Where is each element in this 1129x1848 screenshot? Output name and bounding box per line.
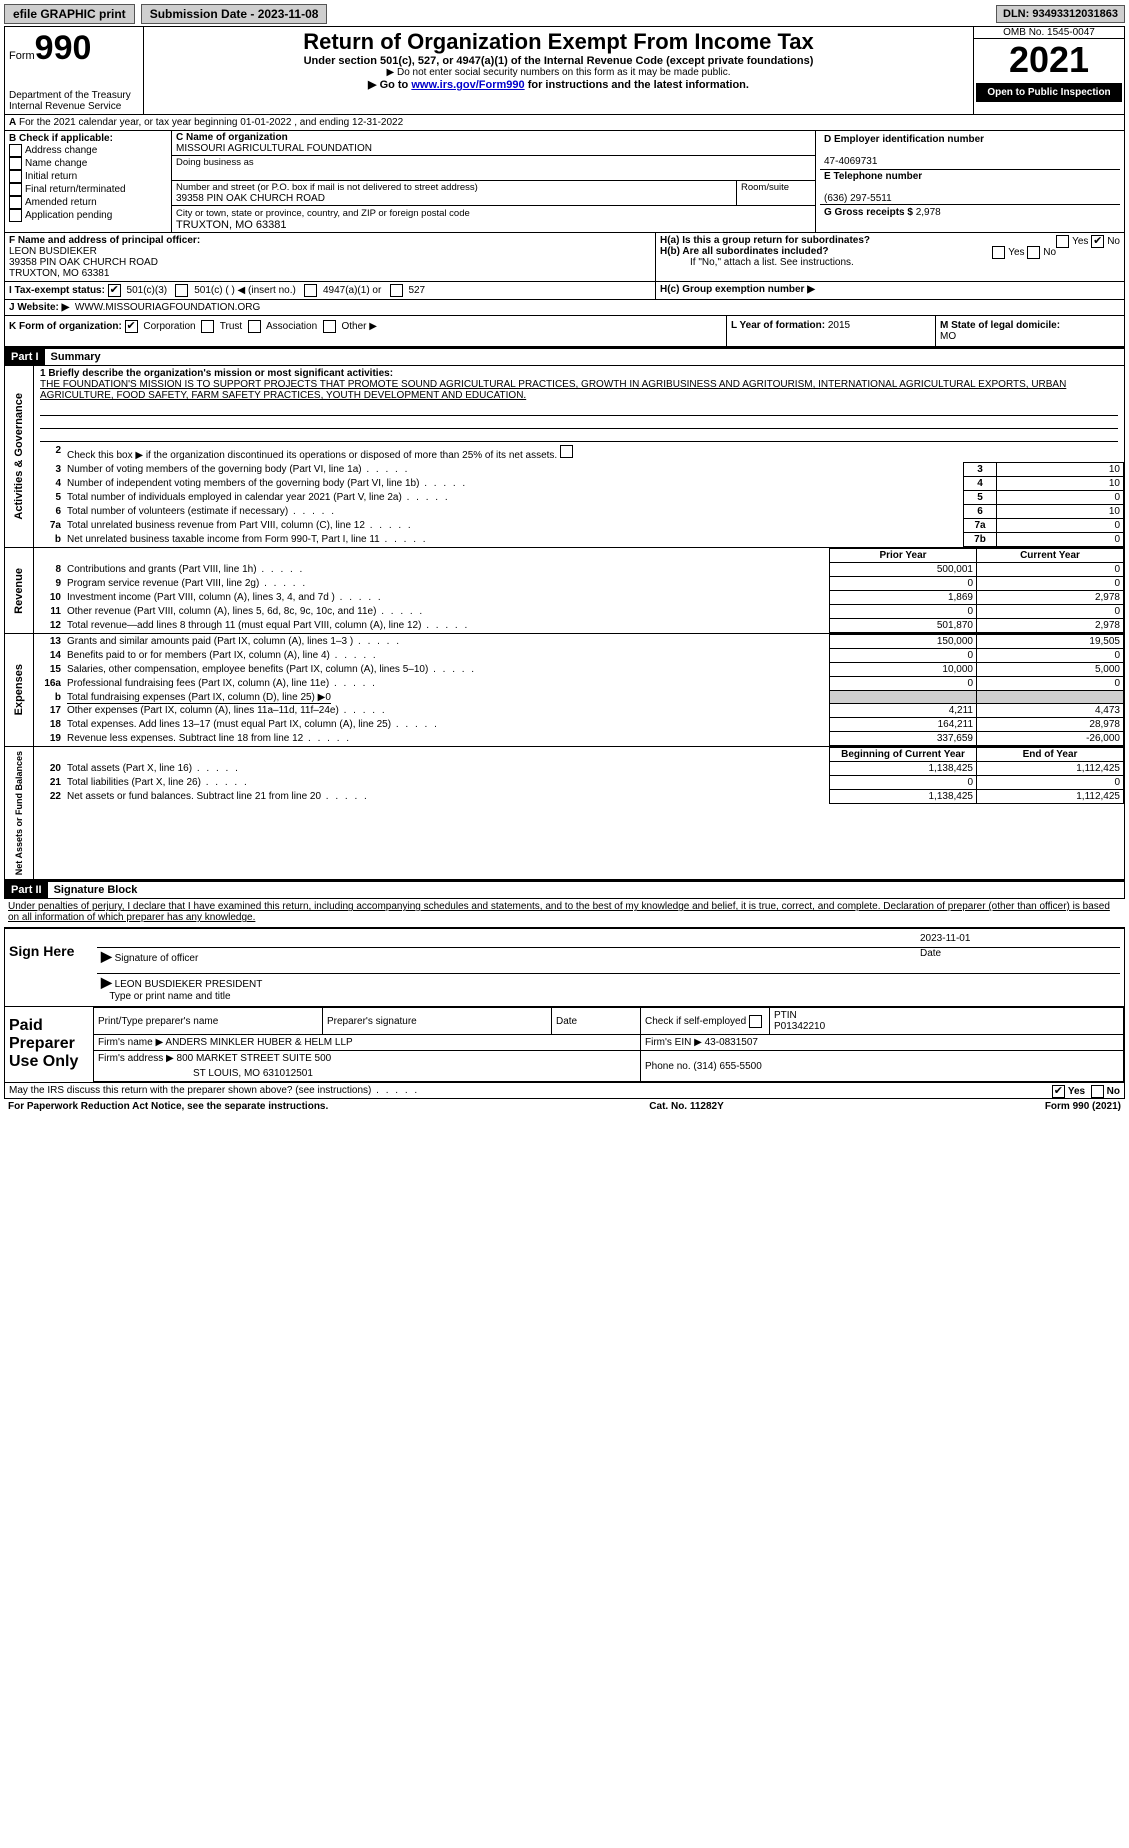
cb-address-change[interactable]	[9, 144, 22, 157]
form-number: 990	[35, 29, 92, 67]
officer-print-name: LEON BUSDIEKER PRESIDENT	[115, 979, 263, 990]
firm-phone: (314) 655-5500	[693, 1061, 761, 1072]
year-formation: 2015	[828, 320, 850, 331]
expenses-table: 13Grants and similar amounts paid (Part …	[34, 634, 1124, 746]
cb-name-change[interactable]	[9, 157, 22, 170]
cb-amended-return[interactable]	[9, 196, 22, 209]
subtitle-2: ▶ Do not enter social security numbers o…	[146, 67, 971, 78]
irs-label: Internal Revenue Service	[9, 101, 139, 112]
dln-label: DLN: 93493312031863	[996, 5, 1125, 23]
phone-value: (636) 297-5511	[824, 193, 892, 204]
cb-trust[interactable]	[201, 320, 214, 333]
state-domicile: MO	[940, 331, 956, 342]
revenue-table: Prior YearCurrent Year 8Contributions an…	[34, 548, 1124, 633]
officer-name: LEON BUSDIEKER	[9, 246, 97, 257]
tax-year: 2021	[974, 39, 1124, 81]
omb-label: OMB No. 1545-0047	[974, 27, 1124, 39]
cb-final-return[interactable]	[9, 183, 22, 196]
governance-section: Activities & Governance 1 Briefly descri…	[4, 366, 1125, 548]
form-title: Return of Organization Exempt From Incom…	[146, 29, 971, 55]
street-address: 39358 PIN OAK CHURCH ROAD	[176, 193, 325, 204]
gross-receipts: 2,978	[916, 207, 941, 218]
firm-name: ANDERS MINKLER HUBER & HELM LLP	[165, 1037, 352, 1048]
cb-hb-yes[interactable]	[992, 246, 1005, 259]
subtitle-1: Under section 501(c), 527, or 4947(a)(1)…	[146, 55, 971, 67]
form-label: Form	[9, 50, 35, 62]
netassets-table: Beginning of Current YearEnd of Year 20T…	[34, 747, 1124, 804]
cb-hb-no[interactable]	[1027, 246, 1040, 259]
col-b-checkboxes: B Check if applicable: Address change Na…	[5, 131, 172, 232]
expenses-section: Expenses 13Grants and similar amounts pa…	[4, 634, 1125, 747]
irs-link[interactable]: www.irs.gov/Form990	[411, 79, 524, 91]
cb-assoc[interactable]	[248, 320, 261, 333]
cb-ha-yes[interactable]	[1056, 235, 1069, 248]
website-row: J Website: ▶ WWW.MISSOURIAGFOUNDATION.OR…	[4, 300, 1125, 316]
firm-ein: 43-0831507	[705, 1037, 758, 1048]
part-1-header: Part ISummary	[4, 347, 1125, 366]
k-l-m-row: K Form of organization: Corporation Trus…	[4, 316, 1125, 347]
line-a: A For the 2021 calendar year, or tax yea…	[4, 115, 1125, 131]
firm-addr2: ST LOUIS, MO 631012501	[98, 1068, 313, 1079]
mission-text: THE FOUNDATION'S MISSION IS TO SUPPORT P…	[40, 379, 1066, 401]
cb-501c3[interactable]	[108, 284, 121, 297]
cb-self-employed[interactable]	[749, 1015, 762, 1028]
firm-addr1: 800 MARKET STREET SUITE 500	[177, 1053, 332, 1064]
form-header: Form990 Department of the Treasury Inter…	[4, 26, 1125, 115]
officer-h-block: F Name and address of principal officer:…	[4, 233, 1125, 282]
paid-preparer-block: Paid Preparer Use Only Print/Type prepar…	[4, 1007, 1125, 1083]
cb-other[interactable]	[323, 320, 336, 333]
ptin-value: P01342210	[774, 1021, 825, 1032]
tax-status-row: I Tax-exempt status: 501(c)(3) 501(c) ( …	[4, 282, 1125, 300]
city-state-zip: TRUXTON, MO 63381	[176, 219, 286, 231]
submission-date-button[interactable]: Submission Date - 2023-11-08	[141, 4, 328, 24]
part-2-header: Part IISignature Block	[4, 880, 1125, 899]
dept-label: Department of the Treasury	[9, 90, 139, 101]
netassets-section: Net Assets or Fund Balances Beginning of…	[4, 747, 1125, 880]
open-public-badge: Open to Public Inspection	[976, 83, 1122, 102]
cb-ha-no[interactable]	[1091, 235, 1104, 248]
revenue-section: Revenue Prior YearCurrent Year 8Contribu…	[4, 548, 1125, 634]
cb-4947[interactable]	[304, 284, 317, 297]
ein-value: 47-4069731	[824, 156, 877, 167]
org-name: MISSOURI AGRICULTURAL FOUNDATION	[176, 143, 372, 154]
website-value: WWW.MISSOURIAGFOUNDATION.ORG	[75, 302, 260, 313]
discuss-row: May the IRS discuss this return with the…	[4, 1083, 1125, 1099]
declaration-text: Under penalties of perjury, I declare th…	[4, 899, 1125, 925]
cb-corp[interactable]	[125, 320, 138, 333]
page-footer: For Paperwork Reduction Act Notice, see …	[4, 1099, 1125, 1114]
cb-discontinued[interactable]	[560, 445, 573, 458]
cb-discuss-yes[interactable]	[1052, 1085, 1065, 1098]
cb-discuss-no[interactable]	[1091, 1085, 1104, 1098]
top-toolbar: efile GRAPHIC print Submission Date - 20…	[4, 4, 1125, 24]
cb-initial-return[interactable]	[9, 170, 22, 183]
sign-date: 2023-11-01	[920, 933, 1120, 948]
cb-501c[interactable]	[175, 284, 188, 297]
cb-527[interactable]	[390, 284, 403, 297]
subtitle-3: ▶ Go to www.irs.gov/Form990 for instruct…	[146, 78, 971, 91]
gov-table: 3Number of voting members of the governi…	[34, 462, 1124, 547]
efile-print-button[interactable]: efile GRAPHIC print	[4, 4, 135, 24]
sign-here-block: Sign Here ▶ Signature of officer 2023-11…	[4, 927, 1125, 1007]
entity-block: B Check if applicable: Address change Na…	[4, 131, 1125, 233]
cb-application-pending[interactable]	[9, 209, 22, 222]
